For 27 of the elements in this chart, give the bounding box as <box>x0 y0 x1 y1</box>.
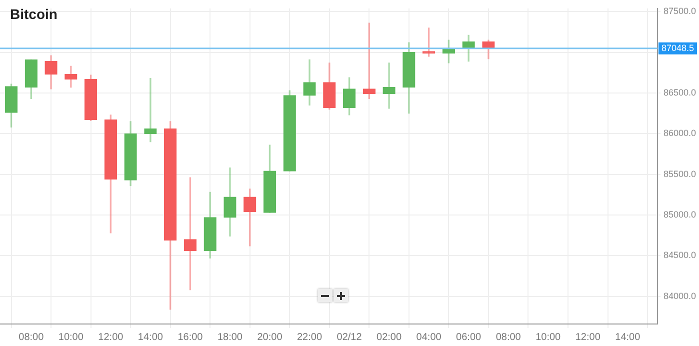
x-tick-label: 16:00 <box>178 332 204 343</box>
candlestick <box>144 78 157 142</box>
x-tick-label: 06:00 <box>456 332 482 343</box>
y-tick-label: 85500.0 <box>663 168 696 179</box>
y-tick-label: 86500.0 <box>663 87 696 98</box>
y-tick-label: 84500.0 <box>663 250 696 260</box>
x-tick-label: 02/12 <box>336 332 362 343</box>
y-tick-label: 85000.0 <box>663 209 696 220</box>
x-tick-label: 22:00 <box>297 332 322 343</box>
x-tick-label: 08:00 <box>18 332 44 343</box>
x-tick-label: 18:00 <box>217 332 243 343</box>
x-tick-label: 12:00 <box>98 332 124 343</box>
x-tick-label: 10:00 <box>536 332 562 343</box>
y-tick-label: 87500.0 <box>663 6 696 16</box>
x-tick-label: 14:00 <box>138 332 164 343</box>
x-tick-label: 10:00 <box>58 332 84 343</box>
x-tick-label: 12:00 <box>575 332 601 343</box>
x-tick-label: 02:00 <box>376 332 402 343</box>
chart-title: Bitcoin <box>10 6 58 22</box>
candlestick <box>382 62 396 109</box>
x-tick-label: 14:00 <box>615 332 641 343</box>
x-tick-label: 20:00 <box>257 332 283 343</box>
x-tick-label: 04:00 <box>416 332 442 343</box>
x-tick-label: 08:00 <box>496 332 522 343</box>
y-tick-label: 86000.0 <box>663 128 696 138</box>
ref-line-label: 87048.5 <box>661 42 694 53</box>
y-tick-label: 84000.0 <box>663 290 696 301</box>
